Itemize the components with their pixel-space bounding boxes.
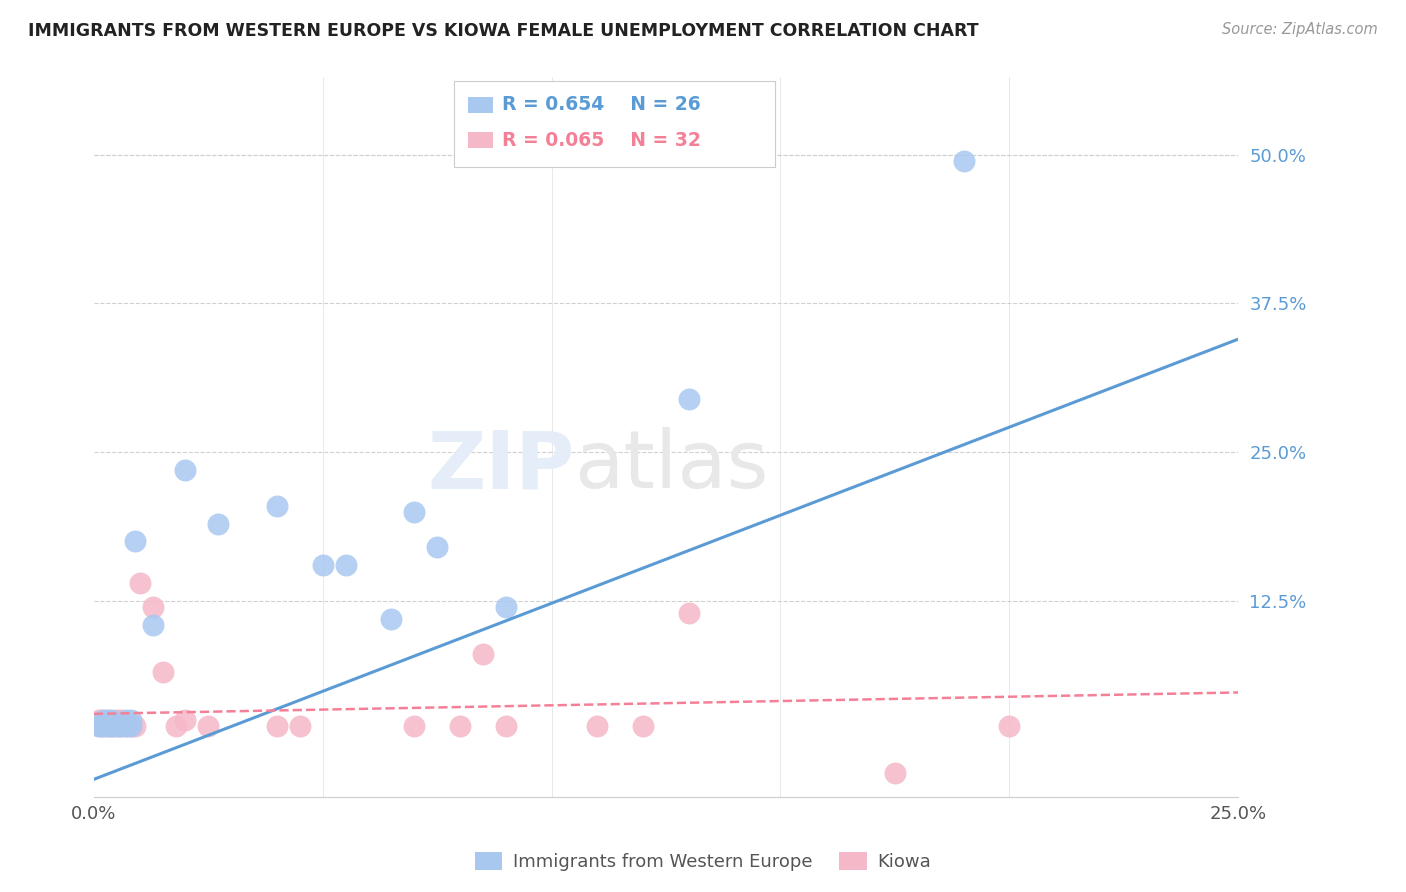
Text: atlas: atlas — [575, 427, 769, 505]
Point — [335, 558, 357, 573]
FancyBboxPatch shape — [454, 81, 775, 168]
Point — [288, 719, 311, 733]
FancyBboxPatch shape — [468, 132, 494, 148]
Point — [426, 541, 449, 555]
Point — [115, 719, 138, 733]
Point — [174, 463, 197, 477]
Point — [97, 719, 120, 733]
Point — [472, 648, 495, 662]
Point — [110, 713, 132, 727]
Point — [91, 719, 114, 733]
Point — [449, 719, 471, 733]
Point — [128, 576, 150, 591]
Point — [124, 534, 146, 549]
Point — [87, 713, 110, 727]
Point — [631, 719, 654, 733]
Point — [174, 713, 197, 727]
Point — [312, 558, 335, 573]
Point — [97, 719, 120, 733]
Point — [586, 719, 609, 733]
Point — [110, 719, 132, 733]
Point — [495, 719, 517, 733]
Point — [404, 505, 426, 519]
Point — [380, 612, 402, 626]
Point — [110, 719, 132, 733]
Point — [97, 713, 120, 727]
Point — [87, 719, 110, 733]
Point — [197, 719, 219, 733]
Point — [998, 719, 1021, 733]
Point — [142, 599, 165, 614]
Point — [404, 719, 426, 733]
Point — [105, 719, 128, 733]
Point — [120, 713, 142, 727]
Point — [142, 617, 165, 632]
Point — [883, 766, 905, 780]
Point — [101, 719, 124, 733]
Text: Source: ZipAtlas.com: Source: ZipAtlas.com — [1222, 22, 1378, 37]
Point — [266, 499, 288, 513]
Text: R = 0.065    N = 32: R = 0.065 N = 32 — [502, 130, 702, 150]
Point — [115, 713, 138, 727]
Legend: Immigrants from Western Europe, Kiowa: Immigrants from Western Europe, Kiowa — [468, 845, 938, 879]
Point — [105, 719, 128, 733]
Point — [101, 719, 124, 733]
Point — [91, 719, 114, 733]
Point — [152, 665, 174, 680]
Point — [115, 719, 138, 733]
Point — [101, 719, 124, 733]
Point — [165, 719, 187, 733]
Point — [678, 606, 700, 620]
Point — [207, 516, 229, 531]
Point — [678, 392, 700, 406]
Point — [91, 713, 114, 727]
Point — [120, 719, 142, 733]
Point — [105, 713, 128, 727]
Point — [91, 713, 114, 727]
Point — [97, 713, 120, 727]
Point — [952, 153, 974, 168]
FancyBboxPatch shape — [468, 97, 494, 112]
Point — [124, 719, 146, 733]
Point — [87, 719, 110, 733]
Text: R = 0.654    N = 26: R = 0.654 N = 26 — [502, 95, 702, 114]
Text: ZIP: ZIP — [427, 427, 575, 505]
Point — [120, 719, 142, 733]
Point — [101, 713, 124, 727]
Point — [266, 719, 288, 733]
Text: IMMIGRANTS FROM WESTERN EUROPE VS KIOWA FEMALE UNEMPLOYMENT CORRELATION CHART: IMMIGRANTS FROM WESTERN EUROPE VS KIOWA … — [28, 22, 979, 40]
Point — [495, 599, 517, 614]
